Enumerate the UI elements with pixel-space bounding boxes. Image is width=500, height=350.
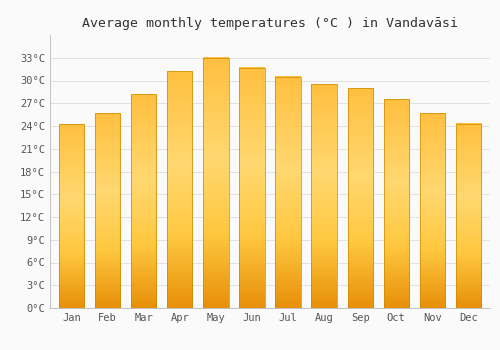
Bar — [59, 125, 84, 308]
Bar — [240, 68, 264, 308]
Bar — [276, 77, 300, 308]
Bar — [420, 113, 445, 308]
Bar — [95, 113, 120, 308]
Bar — [204, 58, 229, 308]
Bar — [384, 99, 409, 308]
Bar — [456, 124, 481, 308]
Bar — [167, 71, 192, 308]
Bar — [131, 94, 156, 308]
Bar — [348, 88, 373, 308]
Bar — [312, 84, 336, 308]
Title: Average monthly temperatures (°C ) in Vandavāsi: Average monthly temperatures (°C ) in Va… — [82, 17, 458, 30]
